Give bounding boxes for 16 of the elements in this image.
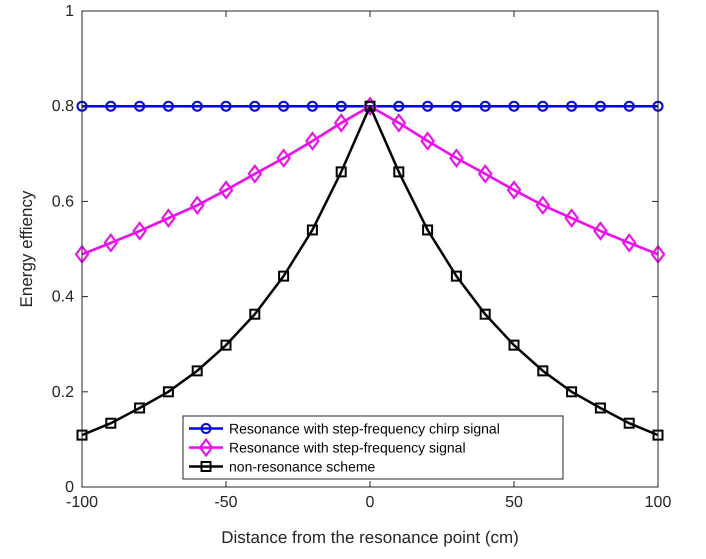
y-axis-title: Energy effiency [17, 190, 36, 308]
y-tick-label: 0.6 [52, 193, 74, 210]
y-tick-label: 1 [65, 3, 74, 20]
x-axis-title: Distance from the resonance point (cm) [221, 528, 519, 547]
legend-label: Resonance with step-frequency signal [229, 440, 466, 456]
x-tick-label: -50 [214, 494, 238, 511]
y-tick-label: 0.8 [52, 98, 74, 116]
y-tick-label: 0.2 [52, 384, 74, 401]
legend-label: Resonance with step-frequency chirp signal [229, 420, 500, 436]
legend-label: non-resonance scheme [229, 458, 376, 474]
x-tick-label: 0 [366, 494, 375, 511]
x-tick-label: 50 [505, 494, 523, 511]
y-tick-label: 0.4 [52, 288, 74, 306]
x-tick-label: 100 [644, 494, 672, 511]
y-tick-label: 0 [65, 479, 74, 496]
x-tick-label: -100 [66, 494, 98, 511]
